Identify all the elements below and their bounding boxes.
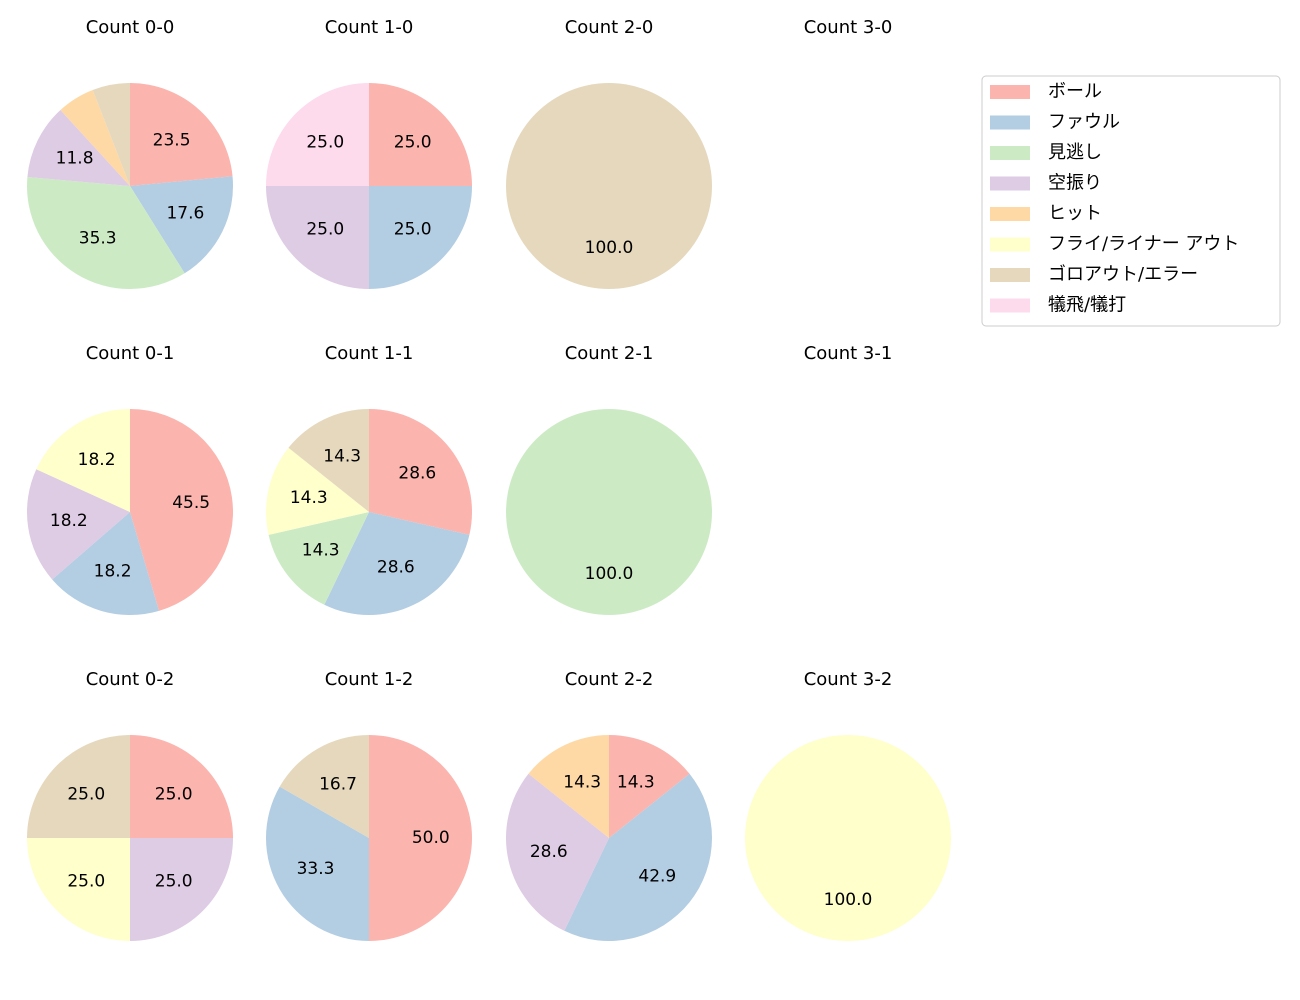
- legend-swatch: [990, 85, 1030, 99]
- slice-label: 14.3: [302, 541, 340, 561]
- pie-title: Count 0-0: [86, 17, 175, 38]
- pie-title: Count 0-1: [86, 343, 175, 364]
- pie-title: Count 2-0: [565, 17, 654, 38]
- pie-title: Count 2-1: [565, 343, 654, 364]
- pie-title: Count 3-2: [804, 669, 893, 690]
- pie-slice: [506, 409, 712, 615]
- slice-label: 17.6: [166, 203, 204, 223]
- slice-label: 33.3: [297, 859, 335, 879]
- legend-label: フライ/ライナー アウト: [1048, 234, 1239, 255]
- pie-slice: [130, 735, 233, 838]
- legend-label: 空振り: [1048, 173, 1102, 194]
- pie-slice: [130, 409, 233, 611]
- pie-slice: [288, 409, 369, 512]
- pie-slice: [324, 512, 470, 615]
- pie-slice: [27, 176, 185, 289]
- slice-label: 100.0: [585, 564, 634, 584]
- pie-slice: [369, 83, 472, 186]
- slice-label: 35.3: [79, 229, 117, 249]
- pie-slice: [506, 773, 609, 931]
- pie-slice: [279, 735, 369, 838]
- legend-box: [981, 75, 1281, 327]
- pie-slice: [92, 83, 130, 186]
- slice-label: 18.2: [94, 561, 132, 581]
- legend-label: ボール: [1048, 81, 1102, 102]
- slice-label: 18.2: [78, 450, 116, 470]
- pie-slice: [609, 735, 690, 838]
- pie-slice: [369, 735, 472, 941]
- legend-swatch: [990, 146, 1030, 160]
- slice-label: 25.0: [306, 132, 344, 152]
- legend-label: ゴロアウト/エラー: [1048, 264, 1198, 285]
- slice-label: 14.3: [290, 488, 328, 508]
- pie-slice: [130, 176, 233, 274]
- pie-slice: [266, 786, 369, 941]
- legend-swatch: [990, 176, 1030, 191]
- pie-slice: [745, 735, 951, 941]
- legend-label: 犠飛/犠打: [1048, 295, 1126, 316]
- pie-title: Count 1-2: [325, 669, 414, 690]
- slice-label: 14.3: [563, 772, 601, 792]
- slice-label: 100.0: [585, 238, 634, 258]
- legend-label: 見逃し: [1048, 142, 1102, 163]
- pie-slice: [27, 838, 130, 941]
- legend-label: ヒット: [1048, 203, 1102, 224]
- pie-slice: [369, 186, 472, 289]
- legend-swatch: [990, 237, 1030, 252]
- pie-slice: [268, 512, 369, 605]
- slice-label: 25.0: [155, 872, 193, 892]
- slice-label: 14.3: [323, 446, 361, 466]
- legend-swatch: [990, 207, 1030, 221]
- slice-label: 45.5: [172, 493, 210, 513]
- legend-label: ファウル: [1048, 112, 1120, 133]
- pie-slice: [52, 512, 160, 615]
- pie-title: Count 3-0: [804, 17, 893, 38]
- pie-title: Count 1-0: [325, 17, 414, 38]
- slice-label: 16.7: [319, 775, 357, 795]
- slice-label: 50.0: [412, 828, 450, 848]
- legend-swatch: [990, 298, 1030, 313]
- legend-swatch: [990, 115, 1030, 130]
- pie-slice: [27, 735, 130, 838]
- slice-label: 100.0: [824, 890, 873, 910]
- slice-label: 11.8: [56, 149, 94, 169]
- pie-slice: [130, 83, 233, 186]
- legend-swatch: [990, 268, 1030, 282]
- slice-label: 23.5: [153, 130, 191, 150]
- pie-slice: [369, 409, 473, 535]
- slice-label: 25.0: [155, 784, 193, 804]
- slice-label: 28.6: [377, 558, 415, 578]
- slice-label: 28.6: [530, 842, 568, 862]
- slice-label: 42.9: [638, 867, 676, 887]
- pie-slice: [265, 447, 369, 535]
- slice-label: 25.0: [394, 132, 432, 152]
- slice-label: 28.6: [398, 463, 436, 483]
- pie-slice: [266, 83, 369, 186]
- pie-title: Count 1-1: [325, 343, 414, 364]
- pie-slice: [506, 83, 712, 289]
- slice-label: 25.0: [67, 872, 105, 892]
- pie-title: Count 0-2: [86, 669, 175, 690]
- pie-slice: [60, 89, 130, 186]
- slice-label: 14.3: [617, 772, 655, 792]
- pie-slice: [564, 773, 712, 941]
- slice-label: 25.0: [306, 220, 344, 240]
- pie-slice: [36, 409, 130, 512]
- slice-label: 25.0: [67, 784, 105, 804]
- pie-title: Count 3-1: [804, 343, 893, 364]
- pie-slice: [266, 186, 369, 289]
- pie-slice: [26, 469, 130, 580]
- pie-slice: [528, 735, 609, 838]
- pie-slice: [27, 110, 130, 186]
- slice-label: 18.2: [50, 511, 88, 531]
- pie-slice: [130, 838, 233, 941]
- pie-title: Count 2-2: [565, 669, 654, 690]
- slice-label: 25.0: [394, 220, 432, 240]
